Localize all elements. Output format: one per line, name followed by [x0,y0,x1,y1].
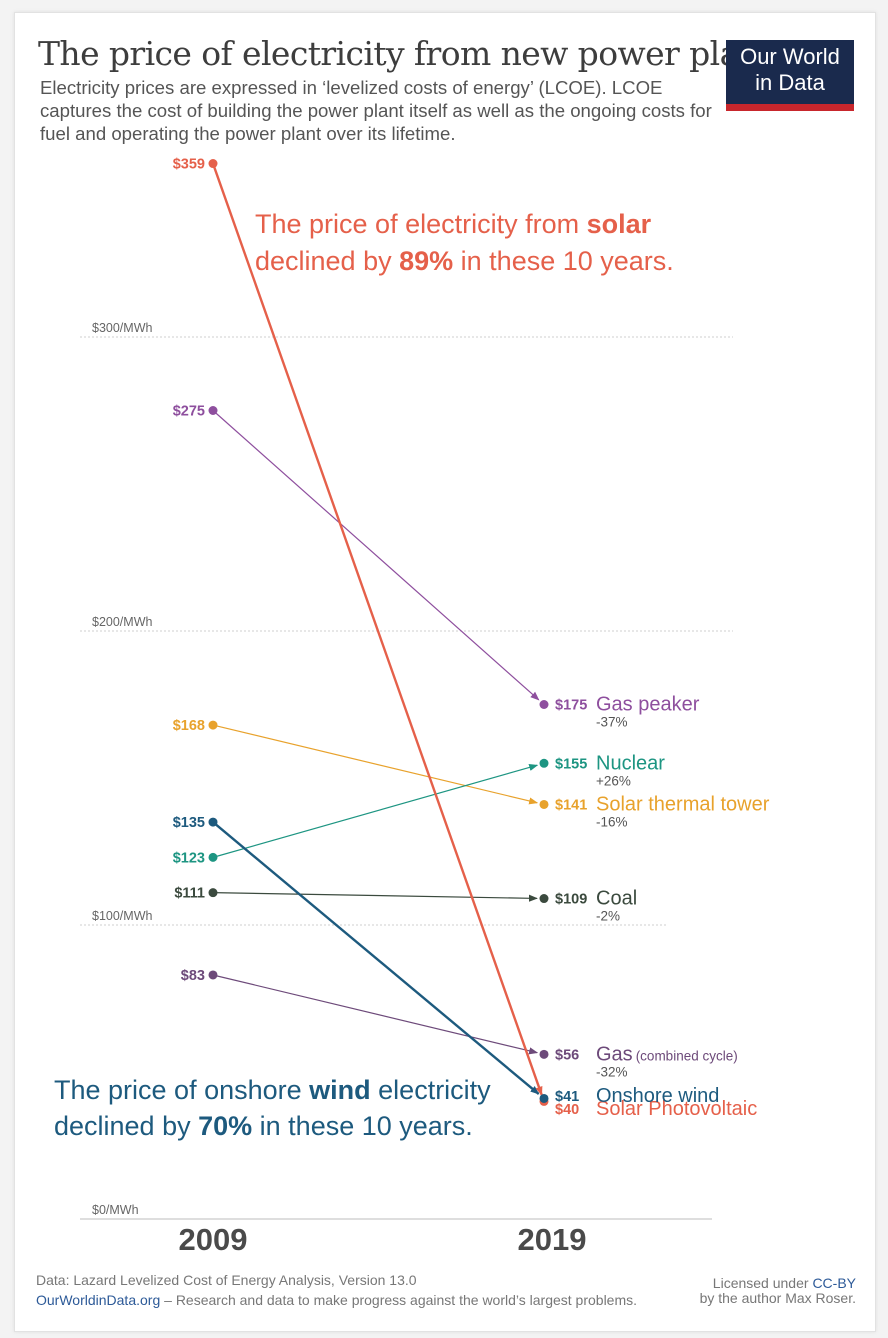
point-2009-gas_cc [208,970,218,980]
point-2019-gas_peaker [539,700,549,709]
series-name-coal: Coal [596,888,637,910]
series-name-wind: Onshore wind [596,1085,719,1107]
point-2019-gas_cc [539,1049,549,1059]
series-name-gas_cc: Gas (combined cycle) [596,1043,738,1065]
change-label-coal: -2% [596,909,620,924]
value-label-2009-coal: $111 [174,886,205,902]
point-2019-nuclear [539,758,549,768]
logo-line-2: in Data [755,70,825,95]
annotation-solar-line2: declined by 89% in these 10 years. [255,246,674,276]
value-label-2009-nuclear: $123 [173,850,205,866]
author-text: by the author Max Roser. [699,1290,856,1306]
value-label-2019-wind: $41 [555,1089,579,1105]
change-label-gas_cc: -32% [596,1064,628,1079]
site-link[interactable]: OurWorldinData.org [36,1292,161,1308]
change-label-nuclear: +26% [596,773,631,788]
page-title: The price of electricity from new power … [38,34,789,73]
series-name-nuclear: Nuclear [596,752,665,774]
line-solar_thermal [212,724,539,805]
annotation-wind-line2: declined by 70% in these 10 years. [54,1111,473,1141]
page-subtitle: Electricity prices are expressed in ‘lev… [40,77,712,144]
value-label-2009-gas_cc: $83 [181,968,205,984]
series-name-gas_peaker: Gas peaker [596,694,700,716]
license-link[interactable]: CC-BY [812,1275,856,1291]
line-coal [212,892,538,902]
value-label-2019-coal: $109 [555,892,587,908]
footer-source: Data: Lazard Levelized Cost of Energy An… [36,1270,637,1310]
series-name-solar_thermal: Solar thermal tower [596,793,770,815]
x-tick-label-2019: 2019 [518,1222,587,1257]
logo-line-1: Our World [740,44,840,69]
owid-logo[interactable]: Our World in Data [726,40,854,104]
value-label-2019-gas_peaker: $175 [555,698,587,714]
series-name-solar_pv: Solar Photovoltaic [596,1098,757,1120]
value-label-2019-solar_thermal: $141 [555,797,587,813]
change-label-gas_peaker: -37% [596,715,628,730]
line-gas_peaker [212,410,540,701]
footer-license: Licensed under CC-BY by the author Max R… [700,1276,856,1306]
value-label-2009-wind: $135 [173,815,205,831]
point-2019-wind [539,1093,549,1103]
annotation-solar-line1: The price of electricity from solar [255,209,652,239]
x-tick-label-2009: 2009 [179,1222,248,1257]
chart-card [14,12,876,1332]
line-wind [212,821,540,1095]
y-tick-label-300: $300/MWh [92,321,152,335]
point-2019-coal [539,894,549,904]
point-2009-wind [208,817,218,827]
source-text: Data: Lazard Levelized Cost of Energy An… [36,1272,417,1288]
value-label-2009-solar_pv: $359 [173,157,205,173]
value-label-2019-gas_cc: $56 [555,1047,579,1063]
line-gas_cc [212,974,539,1055]
value-label-2009-gas_peaker: $275 [173,404,205,420]
point-2009-nuclear [208,852,218,862]
point-2019-solar_thermal [539,799,549,809]
value-label-2019-solar_pv: $40 [555,1102,579,1118]
line-nuclear [212,763,539,858]
logo-accent-bar [726,104,854,111]
point-2009-coal [208,888,218,898]
license-prefix: Licensed under [712,1275,813,1291]
value-label-2009-solar_thermal: $168 [173,718,205,734]
point-2009-solar_thermal [208,720,218,730]
point-2009-solar_pv [208,159,218,169]
change-label-solar_thermal: -16% [596,814,628,829]
point-2009-gas_peaker [208,406,218,415]
y-tick-label-0: $0/MWh [92,1203,139,1217]
line-solar_pv [211,163,543,1096]
y-tick-label-200: $200/MWh [92,615,152,629]
tagline-text: – Research and data to make progress aga… [160,1292,638,1308]
value-label-2019-nuclear: $155 [555,756,587,772]
annotation-wind-line1: The price of onshore wind electricity [54,1075,491,1105]
y-tick-label-100: $100/MWh [92,909,152,923]
